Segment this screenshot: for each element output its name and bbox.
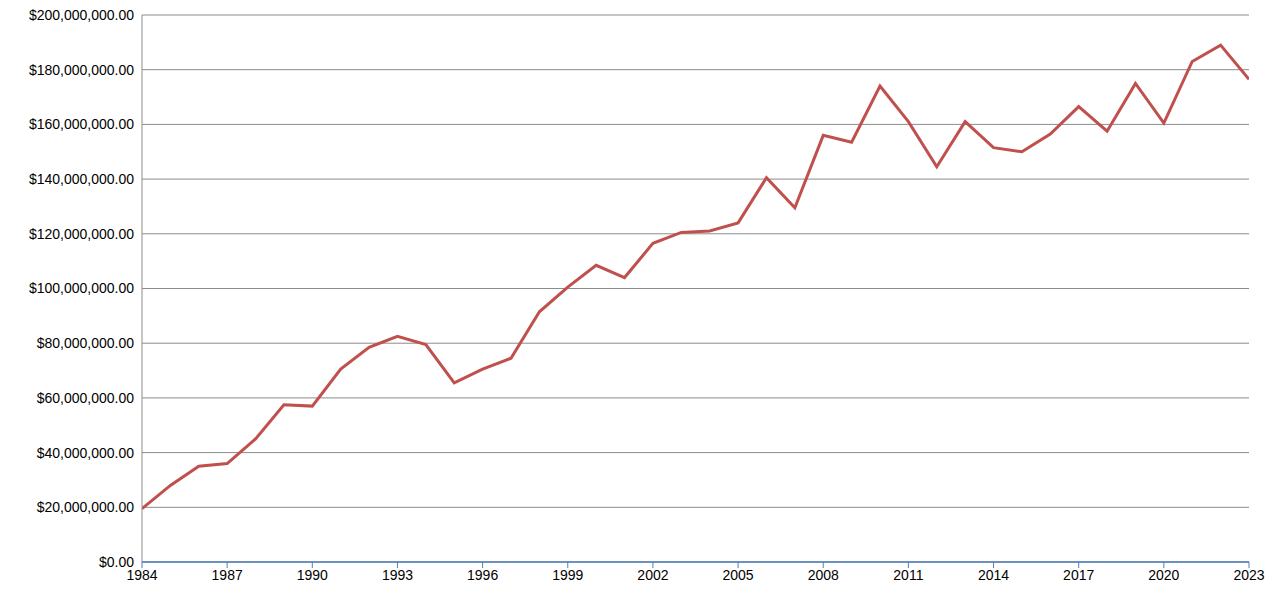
svg-text:2014: 2014 — [978, 567, 1009, 583]
svg-text:2008: 2008 — [808, 567, 839, 583]
svg-text:1999: 1999 — [552, 567, 583, 583]
svg-text:2005: 2005 — [722, 567, 753, 583]
svg-text:2020: 2020 — [1148, 567, 1179, 583]
svg-text:$140,000,000.00: $140,000,000.00 — [29, 171, 134, 187]
svg-text:1996: 1996 — [467, 567, 498, 583]
svg-text:$200,000,000.00: $200,000,000.00 — [29, 8, 134, 23]
svg-text:1990: 1990 — [297, 567, 328, 583]
svg-text:$180,000,000.00: $180,000,000.00 — [29, 62, 134, 78]
svg-text:$60,000,000.00: $60,000,000.00 — [37, 390, 135, 406]
svg-text:1984: 1984 — [126, 566, 158, 583]
svg-text:$20,000,000.00: $20,000,000.00 — [37, 499, 135, 515]
svg-text:$120,000,000.00: $120,000,000.00 — [29, 226, 134, 242]
svg-text:$0.00: $0.00 — [99, 554, 134, 570]
svg-text:2002: 2002 — [637, 567, 668, 583]
svg-text:2023: 2023 — [1233, 567, 1264, 583]
svg-text:$160,000,000.00: $160,000,000.00 — [29, 116, 134, 132]
svg-text:$80,000,000.00: $80,000,000.00 — [37, 335, 135, 351]
svg-text:2011: 2011 — [893, 567, 923, 583]
svg-text:$100,000,000.00: $100,000,000.00 — [29, 280, 134, 296]
svg-text:1993: 1993 — [382, 567, 413, 583]
svg-text:$40,000,000.00: $40,000,000.00 — [37, 445, 135, 461]
svg-text:1987: 1987 — [212, 567, 243, 583]
svg-text:2017: 2017 — [1063, 567, 1094, 583]
